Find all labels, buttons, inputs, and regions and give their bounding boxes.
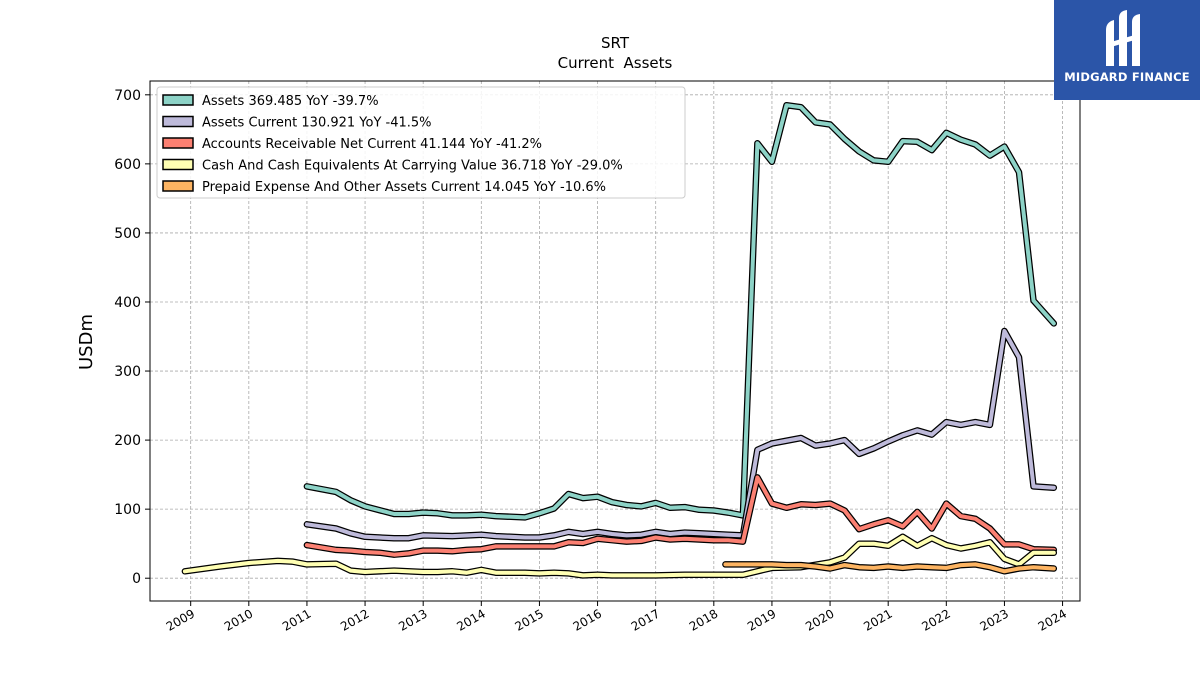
legend-label: Prepaid Expense And Other Assets Current… — [202, 180, 606, 195]
x-tick-label: 2011 — [280, 606, 313, 633]
logo-text: MIDGARD FINANCE — [1064, 70, 1190, 84]
y-tick-label: 700 — [114, 88, 141, 104]
legend: Assets 369.485 YoY -39.7% Assets Current … — [156, 86, 686, 199]
series-lines — [181, 101, 1058, 579]
x-tick-label: 2018 — [687, 606, 720, 633]
plot-frame — [149, 80, 1081, 602]
x-tick-label: 2012 — [338, 606, 371, 633]
x-tick-label: 2019 — [745, 606, 778, 633]
legend-label: Accounts Receivable Net Current 41.144 Y… — [202, 137, 542, 152]
series-line-0 — [304, 103, 1056, 520]
y-axis: 0 100 200 300 400 500 600 700 — [114, 88, 150, 587]
legend-label: Assets Current 130.921 YoY -41.5% — [202, 116, 432, 131]
x-tick-label: 2013 — [396, 606, 429, 633]
x-tick-label: 2016 — [571, 606, 604, 633]
series-line-1 — [304, 329, 1056, 541]
legend-swatch — [162, 158, 194, 171]
x-tick-label: 2014 — [454, 606, 487, 633]
legend-swatch — [162, 115, 194, 128]
x-axis: 2009 2010 2011 2012 2013 2014 2015 2016 2017 2018… — [164, 601, 1069, 634]
x-tick-label: 2020 — [803, 606, 836, 633]
x-tick-label: 2017 — [629, 606, 662, 633]
legend-swatch — [162, 137, 194, 149]
series-line-3 — [182, 534, 1056, 578]
x-tick-label: 2023 — [977, 606, 1010, 633]
x-tick-label: 2022 — [919, 606, 952, 633]
series-line-4 — [723, 562, 1056, 574]
y-tick-label: 600 — [114, 157, 141, 173]
x-tick-label: 2010 — [222, 606, 255, 633]
x-tick-label: 2024 — [1036, 606, 1069, 633]
y-tick-label: 200 — [114, 433, 141, 449]
legend-swatch — [162, 94, 194, 106]
y-tick-label: 500 — [114, 226, 141, 242]
legend-label: Assets 369.485 YoY -39.7% — [202, 94, 379, 109]
chart-title: SRT — [601, 34, 630, 52]
y-tick-label: 100 — [114, 502, 141, 518]
y-tick-label: 300 — [114, 364, 141, 380]
y-tick-label: 400 — [114, 295, 141, 311]
x-tick-label: 2021 — [861, 606, 894, 633]
series-line-2 — [304, 475, 1056, 557]
y-axis-label: USDm — [76, 314, 97, 370]
chart-subtitle: Current Assets — [558, 54, 673, 72]
legend-box — [156, 86, 686, 199]
midgard-finance-logo: MIDGARD FINANCE — [1054, 0, 1200, 100]
x-tick-label: 2015 — [512, 606, 545, 633]
legend-label: Cash And Cash Equivalents At Carrying Va… — [202, 159, 623, 174]
midgard-logo-icon — [1106, 10, 1140, 66]
y-tick-label: 0 — [132, 571, 141, 587]
x-tick-label: 2009 — [164, 606, 197, 633]
legend-swatch — [162, 180, 194, 192]
